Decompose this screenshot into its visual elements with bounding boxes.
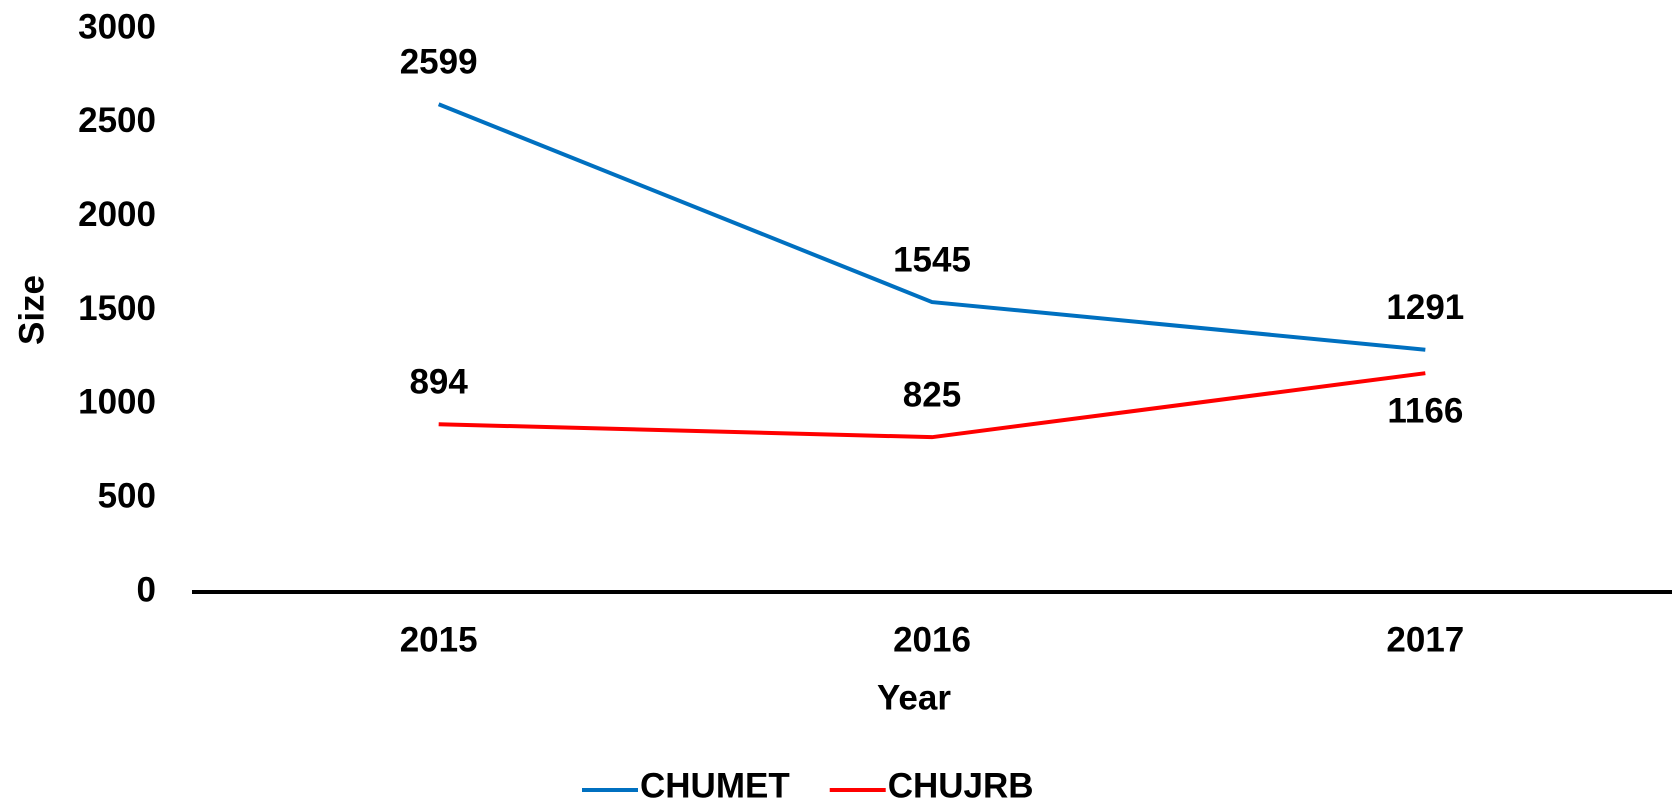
data-label: 1545 <box>893 240 971 279</box>
data-label: 1166 <box>1387 391 1463 430</box>
y-tick-label: 2000 <box>78 195 156 234</box>
legend-label: CHUMET <box>640 766 790 803</box>
line-series <box>437 102 1426 352</box>
x-tick-label: 2016 <box>893 620 971 659</box>
data-label: 2599 <box>400 43 478 82</box>
y-tick-label: 3000 <box>78 7 156 46</box>
y-tick-label: 1000 <box>78 383 156 422</box>
data-label: 894 <box>409 362 468 401</box>
y-tick-label: 2500 <box>78 101 156 140</box>
x-tick-label: 2017 <box>1386 620 1464 659</box>
x-axis-label: Year <box>877 678 951 717</box>
y-tick-label: 500 <box>98 476 156 515</box>
legend-label: CHUJRB <box>888 766 1034 803</box>
x-tick-label: 2015 <box>400 620 478 659</box>
data-label: 1291 <box>1386 288 1464 327</box>
line-series <box>438 371 1426 440</box>
y-tick-label: 0 <box>137 570 156 609</box>
y-tick-label: 1500 <box>78 289 156 328</box>
data-label: 825 <box>903 375 961 414</box>
y-axis-label: Size <box>12 275 51 345</box>
